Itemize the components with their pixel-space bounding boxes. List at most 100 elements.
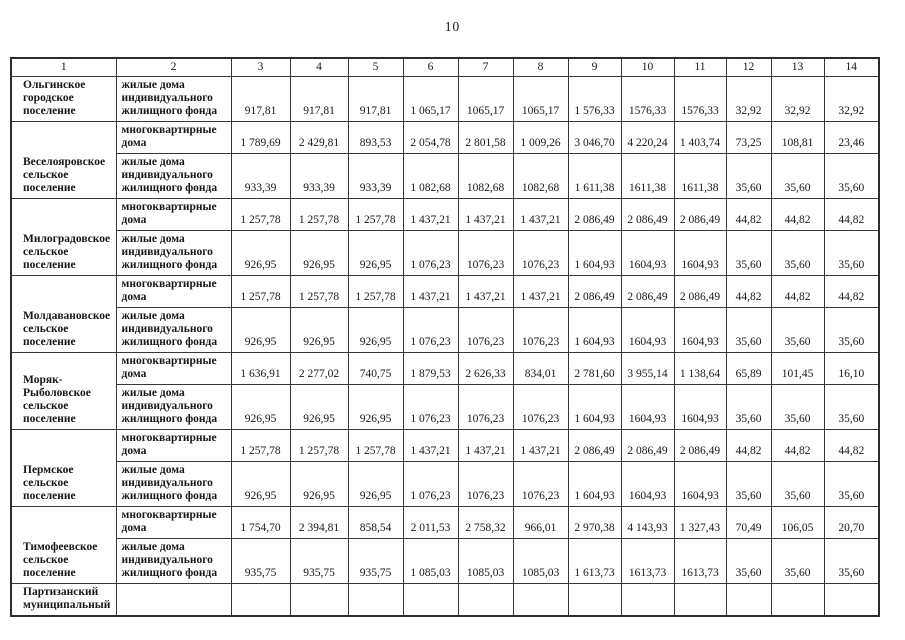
value-cell: 2 086,49 bbox=[567, 428, 622, 462]
column-header-13: 13 bbox=[770, 57, 825, 77]
value-cell: 35,60 bbox=[770, 152, 825, 199]
value-cell: 1 437,21 bbox=[402, 274, 459, 308]
value-cell: 44,82 bbox=[770, 274, 825, 308]
column-header-11: 11 bbox=[673, 57, 727, 77]
settlement-name-cell: Тимофеевское сельское поселение bbox=[10, 505, 117, 584]
value-cell: 2 086,49 bbox=[620, 197, 675, 231]
value-cell: 1 065,17 bbox=[402, 75, 459, 122]
value-cell: 926,95 bbox=[347, 460, 404, 507]
value-cell bbox=[823, 582, 880, 616]
value-cell: 35,60 bbox=[823, 229, 880, 276]
value-cell: 1611,38 bbox=[673, 152, 727, 199]
value-cell: 1076,23 bbox=[457, 383, 514, 430]
value-cell: 926,95 bbox=[230, 229, 291, 276]
value-cell: 1 437,21 bbox=[457, 274, 514, 308]
value-cell: 926,95 bbox=[230, 306, 291, 353]
value-cell: 1 257,78 bbox=[289, 197, 349, 231]
value-cell: 35,60 bbox=[770, 306, 825, 353]
value-cell: 44,82 bbox=[725, 428, 772, 462]
value-cell: 106,05 bbox=[770, 505, 825, 539]
value-cell: 35,60 bbox=[823, 306, 880, 353]
value-cell: 1604,93 bbox=[620, 229, 675, 276]
table-row: жилые дома индивидуального жилищного фон… bbox=[11, 229, 880, 276]
value-cell: 35,60 bbox=[823, 460, 880, 507]
value-cell: 1076,23 bbox=[512, 306, 569, 353]
value-cell: 1076,23 bbox=[457, 229, 514, 276]
value-cell: 44,82 bbox=[725, 274, 772, 308]
value-cell: 926,95 bbox=[289, 460, 349, 507]
value-cell: 2 277,02 bbox=[289, 351, 349, 385]
value-cell bbox=[347, 582, 404, 616]
value-cell: 1 604,93 bbox=[567, 383, 622, 430]
value-cell: 20,70 bbox=[823, 505, 880, 539]
value-cell: 2 626,33 bbox=[457, 351, 514, 385]
column-header-2: 2 bbox=[115, 57, 232, 77]
housing-standards-table: 1 2 3 4 5 6 7 8 9 10 11 12 13 14 Ольгинское городское… bbox=[10, 57, 880, 617]
value-cell: 1 611,38 bbox=[567, 152, 622, 199]
housing-type-cell: жилые дома индивидуального жилищного фон… bbox=[115, 152, 232, 199]
value-cell: 966,01 bbox=[512, 505, 569, 539]
value-cell: 1 076,23 bbox=[402, 229, 459, 276]
value-cell: 1604,93 bbox=[673, 383, 727, 430]
settlement-name-cell: Пермское сельское поселение bbox=[10, 428, 117, 507]
value-cell: 4 220,24 bbox=[620, 120, 675, 154]
housing-type-cell: многоквартирные дома bbox=[115, 428, 232, 462]
value-cell: 2 394,81 bbox=[289, 505, 349, 539]
value-cell bbox=[725, 582, 772, 616]
table-row: Веселояровское сельское поселение многокв… bbox=[10, 120, 880, 199]
value-cell: 1 879,53 bbox=[402, 351, 459, 385]
value-cell bbox=[289, 582, 349, 616]
value-cell: 35,60 bbox=[725, 460, 772, 507]
column-header-8: 8 bbox=[512, 57, 569, 77]
value-cell: 1 437,21 bbox=[457, 197, 514, 231]
value-cell: 858,54 bbox=[347, 505, 404, 539]
value-cell: 2 086,49 bbox=[673, 274, 727, 308]
value-cell: 35,60 bbox=[770, 229, 825, 276]
table-row: Партизанский муниципальный bbox=[10, 582, 880, 616]
value-cell: 926,95 bbox=[347, 306, 404, 353]
value-cell: 1 437,21 bbox=[512, 197, 569, 231]
value-cell: 917,81 bbox=[230, 75, 291, 122]
value-cell: 1076,23 bbox=[457, 460, 514, 507]
value-cell: 935,75 bbox=[230, 537, 291, 584]
value-cell: 926,95 bbox=[230, 383, 291, 430]
value-cell: 44,82 bbox=[823, 197, 880, 231]
value-cell: 935,75 bbox=[347, 537, 404, 584]
settlement-name-cell: Ольгинское городское поселение bbox=[10, 75, 117, 122]
value-cell: 1085,03 bbox=[512, 537, 569, 584]
value-cell: 1604,93 bbox=[673, 306, 727, 353]
value-cell: 926,95 bbox=[347, 229, 404, 276]
value-cell: 1076,23 bbox=[512, 460, 569, 507]
value-cell bbox=[457, 582, 514, 616]
value-cell: 926,95 bbox=[230, 460, 291, 507]
table-row: жилые дома индивидуального жилищного фон… bbox=[11, 537, 880, 584]
value-cell: 4 143,93 bbox=[620, 505, 675, 539]
value-cell: 35,60 bbox=[725, 306, 772, 353]
value-cell: 1 437,21 bbox=[512, 428, 569, 462]
table-row: жилые дома индивидуального жилищного фон… bbox=[11, 383, 880, 430]
value-cell bbox=[402, 582, 459, 616]
value-cell: 2 781,60 bbox=[567, 351, 622, 385]
table-header-row: 1 2 3 4 5 6 7 8 9 10 11 12 13 14 bbox=[10, 57, 880, 77]
value-cell: 35,60 bbox=[823, 383, 880, 430]
value-cell: 35,60 bbox=[770, 383, 825, 430]
value-cell: 1 257,78 bbox=[230, 197, 291, 231]
value-cell: 3 955,14 bbox=[620, 351, 675, 385]
value-cell: 926,95 bbox=[289, 229, 349, 276]
housing-type-cell: жилые дома индивидуального жилищного фон… bbox=[115, 306, 232, 353]
value-cell: 35,60 bbox=[725, 152, 772, 199]
value-cell: 44,82 bbox=[823, 428, 880, 462]
column-header-5: 5 bbox=[347, 57, 404, 77]
column-header-7: 7 bbox=[457, 57, 514, 77]
value-cell: 1 604,93 bbox=[567, 460, 622, 507]
value-cell: 1 754,70 bbox=[230, 505, 291, 539]
value-cell: 926,95 bbox=[289, 383, 349, 430]
value-cell: 32,92 bbox=[770, 75, 825, 122]
value-cell: 32,92 bbox=[725, 75, 772, 122]
value-cell: 1065,17 bbox=[512, 75, 569, 122]
value-cell: 1 327,43 bbox=[673, 505, 727, 539]
value-cell: 2 086,49 bbox=[567, 197, 622, 231]
value-cell: 1076,23 bbox=[512, 229, 569, 276]
value-cell: 2 429,81 bbox=[289, 120, 349, 154]
value-cell: 1 403,74 bbox=[673, 120, 727, 154]
